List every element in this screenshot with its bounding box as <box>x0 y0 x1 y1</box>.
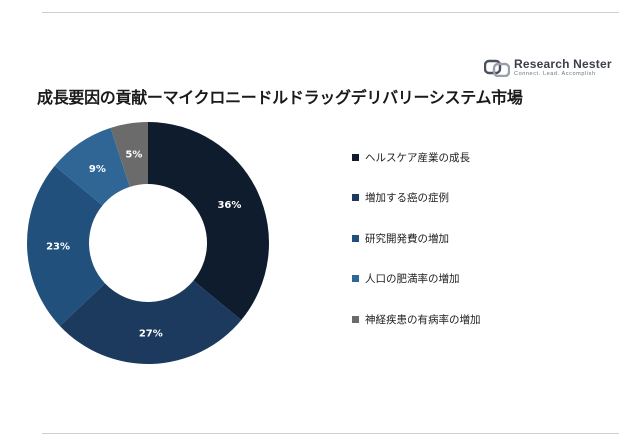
legend-label: 神経疾患の有病率の増加 <box>365 313 481 326</box>
legend-item: 神経疾患の有病率の増加 <box>352 311 481 327</box>
donut-slice <box>27 165 105 326</box>
logo-name: Research Nester <box>514 57 612 72</box>
donut-slice <box>148 122 269 321</box>
brand-logo: Research Nester Connect. Lead. Accomplis… <box>484 57 612 79</box>
legend-label: 人口の肥満率の増加 <box>365 273 460 285</box>
legend-swatch <box>352 275 359 282</box>
slice-value-label: 9% <box>89 164 106 175</box>
donut-slice <box>110 122 148 187</box>
legend-swatch <box>352 153 359 161</box>
top-divider <box>42 12 619 13</box>
donut-slice <box>59 280 242 364</box>
research-nester-logo-icon <box>484 59 510 77</box>
legend-swatch <box>352 234 359 242</box>
slice-value-label: 23% <box>46 241 70 252</box>
donut-chart: 36% 27% 23% 9% 5% <box>27 122 269 364</box>
legend-swatch <box>352 315 359 323</box>
legend-item: ヘルスケア産業の成長 <box>352 149 481 165</box>
legend-label: 増加する癌の症例 <box>365 192 449 204</box>
legend-label: ヘルスケア産業の成長 <box>365 151 470 164</box>
legend-item: 研究開発費の増加 <box>352 230 481 246</box>
page-title: 成長要因の貢献ーマイクロニードルドラッグデリバリーシステム市場 <box>37 88 523 107</box>
slice-value-label: 36% <box>217 200 241 211</box>
slice-value-label: 27% <box>139 328 163 339</box>
legend-item: 増加する癌の症例 <box>352 190 481 206</box>
legend-label: 研究開発費の増加 <box>365 232 449 245</box>
slice-value-label: 5% <box>125 150 142 161</box>
legend-swatch <box>352 194 359 201</box>
chart-legend: ヘルスケア産業の成長 増加する癌の症例 研究開発費の増加 人口の肥満率の増加神経疾患の… <box>352 149 481 352</box>
legend-item: 人口の肥満率の増加 <box>352 271 481 287</box>
donut-slice <box>54 127 130 206</box>
bottom-divider <box>42 433 619 434</box>
logo-tagline: Connect. Lead. Accomplish <box>514 71 596 78</box>
